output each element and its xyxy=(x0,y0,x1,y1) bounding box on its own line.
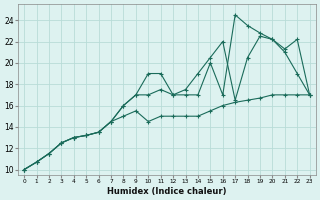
X-axis label: Humidex (Indice chaleur): Humidex (Indice chaleur) xyxy=(107,187,227,196)
